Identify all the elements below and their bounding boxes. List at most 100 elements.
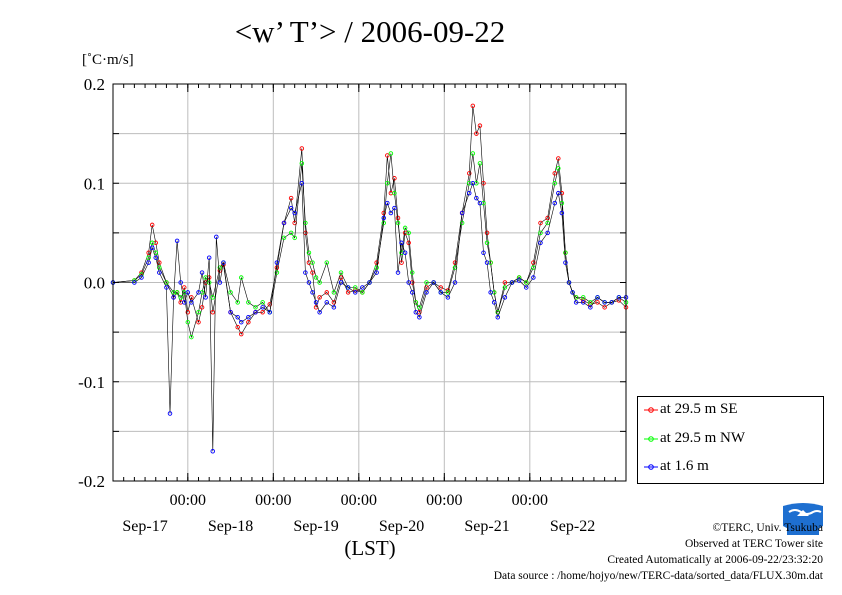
- data-point: [538, 230, 543, 236]
- data-point: [310, 260, 315, 265]
- data-point: [238, 331, 244, 337]
- data-point: [199, 270, 205, 275]
- series-line: [112, 105, 627, 335]
- data-point: [531, 275, 536, 280]
- data-point: [385, 153, 390, 158]
- data-point: [524, 285, 529, 290]
- series-1: [110, 103, 629, 337]
- data-point: [313, 300, 319, 305]
- data-point: [399, 240, 404, 246]
- x-tick-label: 00:00: [512, 492, 548, 509]
- series-layer: [110, 103, 629, 454]
- x-axis-unit-label: (LST): [344, 536, 396, 560]
- data-point: [424, 290, 429, 295]
- data-point: [552, 171, 558, 176]
- data-point: [467, 171, 472, 176]
- data-point: [260, 305, 265, 310]
- data-point: [260, 310, 265, 315]
- data-point: [360, 290, 365, 295]
- data-point: [217, 265, 223, 270]
- series-3: [110, 180, 629, 454]
- data-point: [616, 298, 622, 303]
- data-point: [385, 200, 390, 206]
- data-point: [238, 275, 244, 280]
- data-point: [477, 123, 483, 128]
- data-point: [477, 200, 483, 206]
- data-point: [149, 222, 155, 228]
- data-point: [470, 103, 476, 109]
- data-point: [381, 215, 387, 221]
- data-point: [406, 240, 411, 246]
- data-point: [570, 290, 575, 295]
- data-point: [164, 285, 169, 290]
- data-point: [392, 176, 397, 181]
- data-point: [288, 195, 294, 201]
- data-point: [253, 310, 258, 315]
- copyright-text: ©TERC, Univ. Tsukuba: [712, 522, 823, 534]
- data-point: [299, 161, 305, 166]
- data-point: [545, 215, 550, 221]
- data-point: [181, 285, 187, 290]
- data-point: [178, 295, 183, 300]
- data-point: [146, 260, 151, 265]
- observed-text: Observed at TERC Tower site: [684, 538, 823, 550]
- data-point: [338, 270, 344, 275]
- data-point: [185, 290, 191, 295]
- data-point: [149, 245, 155, 251]
- y-tick-label: 0.0: [84, 274, 105, 293]
- data-point: [317, 280, 322, 285]
- data-point: [260, 300, 265, 305]
- data-point: [402, 250, 408, 255]
- data-point: [189, 334, 194, 340]
- data-point: [563, 250, 568, 255]
- data-point: [167, 411, 173, 416]
- data-point: [459, 220, 465, 226]
- data-point: [424, 280, 429, 285]
- data-point: [235, 300, 240, 305]
- data-point: [566, 280, 572, 285]
- data-point: [303, 270, 308, 275]
- data-point: [171, 295, 176, 300]
- data-point: [228, 310, 233, 315]
- data-point: [281, 220, 287, 226]
- data-point: [516, 278, 522, 283]
- data-point: [317, 295, 322, 300]
- data-point: [214, 234, 219, 240]
- data-point: [196, 319, 201, 325]
- data-point: [616, 295, 622, 300]
- data-point: [595, 300, 600, 305]
- x-date-label: Sep-19: [293, 518, 338, 535]
- created-text: Created Automatically at 2006-09-22/23:3…: [607, 554, 823, 566]
- data-source-text: Data source : /home/hojyo/new/TERC-data/…: [493, 570, 823, 582]
- terc-logo-icon: [783, 503, 823, 535]
- data-point: [338, 280, 344, 285]
- data-point: [516, 275, 522, 280]
- data-point: [164, 280, 169, 285]
- data-point: [445, 290, 451, 295]
- data-point: [324, 300, 330, 305]
- data-point: [581, 300, 586, 305]
- y-tick-label: 0.1: [84, 174, 105, 193]
- data-point: [324, 260, 330, 265]
- data-point: [467, 190, 472, 196]
- tick-marks: [112, 83, 627, 482]
- data-point: [538, 240, 543, 246]
- legend-item-nw: at 29.5 m NW: [638, 426, 823, 452]
- data-point: [602, 300, 607, 305]
- legend-label-nw: at 29.5 m NW: [660, 430, 745, 446]
- data-point: [310, 270, 315, 275]
- data-point: [410, 270, 415, 275]
- data-point: [559, 210, 565, 216]
- data-point: [185, 310, 191, 315]
- data-point: [556, 190, 561, 196]
- data-point: [474, 131, 479, 136]
- data-point: [331, 290, 337, 295]
- data-point: [388, 151, 394, 156]
- data-point: [374, 265, 379, 270]
- data-point: [531, 260, 536, 265]
- data-point: [538, 220, 543, 226]
- data-point: [431, 280, 436, 285]
- tick-labels: 0.2 0.1 0.0 -0.1 -0.2 00:00 00:00 00:00 00:00 00:…: [78, 75, 595, 535]
- data-point: [288, 205, 294, 211]
- y-tick-label: 0.2: [84, 75, 105, 94]
